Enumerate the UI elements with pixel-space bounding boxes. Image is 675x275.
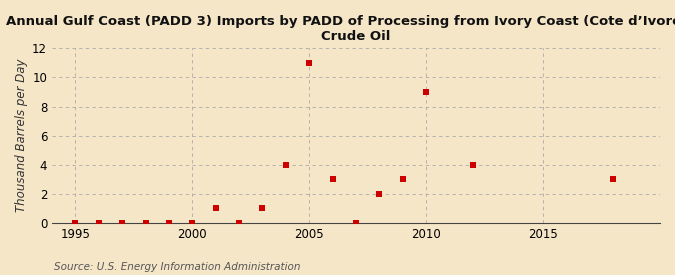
Point [398, 177, 408, 182]
Point [281, 163, 292, 167]
Point [70, 221, 81, 225]
Point [117, 221, 128, 225]
Point [140, 221, 151, 225]
Y-axis label: Thousand Barrels per Day: Thousand Barrels per Day [15, 59, 28, 212]
Point [608, 177, 618, 182]
Point [468, 163, 479, 167]
Title: Annual Gulf Coast (PADD 3) Imports by PADD of Processing from Ivory Coast (Cote : Annual Gulf Coast (PADD 3) Imports by PA… [5, 15, 675, 43]
Text: Source: U.S. Energy Information Administration: Source: U.S. Energy Information Administ… [54, 262, 300, 272]
Point [187, 221, 198, 225]
Point [350, 221, 361, 225]
Point [234, 221, 244, 225]
Point [374, 192, 385, 196]
Point [163, 221, 174, 225]
Point [93, 221, 104, 225]
Point [257, 206, 268, 211]
Point [421, 90, 431, 94]
Point [304, 61, 315, 65]
Point [211, 206, 221, 211]
Point [327, 177, 338, 182]
